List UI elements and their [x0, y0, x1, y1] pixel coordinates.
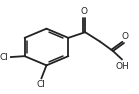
- Text: O: O: [81, 7, 88, 16]
- Text: Cl: Cl: [37, 80, 46, 89]
- Text: Cl: Cl: [0, 53, 9, 62]
- Text: OH: OH: [116, 62, 130, 71]
- Text: O: O: [121, 32, 129, 41]
